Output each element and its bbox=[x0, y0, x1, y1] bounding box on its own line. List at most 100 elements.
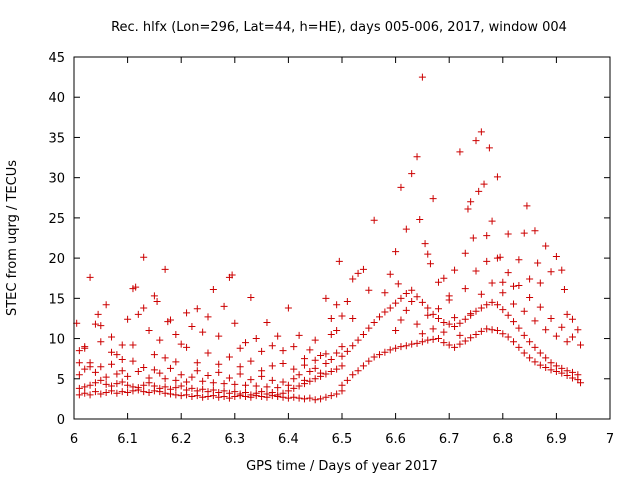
data-point bbox=[134, 368, 142, 376]
data-point bbox=[464, 205, 472, 213]
data-point bbox=[424, 304, 432, 312]
data-point bbox=[108, 360, 116, 368]
data-point bbox=[349, 275, 357, 283]
data-point bbox=[480, 180, 488, 188]
data-point bbox=[523, 202, 531, 210]
data-point bbox=[215, 360, 223, 368]
data-point bbox=[177, 340, 185, 348]
data-point bbox=[166, 316, 174, 324]
data-point bbox=[333, 365, 341, 373]
data-point bbox=[209, 386, 217, 394]
data-point bbox=[477, 290, 485, 298]
data-point bbox=[193, 367, 201, 375]
data-point bbox=[504, 311, 512, 319]
data-point bbox=[376, 313, 384, 321]
data-point bbox=[118, 367, 126, 375]
data-point bbox=[434, 335, 442, 343]
data-point bbox=[295, 371, 303, 379]
data-point bbox=[451, 314, 459, 322]
data-point bbox=[327, 368, 335, 376]
data-point bbox=[172, 376, 180, 384]
data-point bbox=[333, 327, 341, 335]
data-point bbox=[456, 319, 464, 327]
data-point bbox=[413, 339, 421, 347]
data-point bbox=[343, 376, 351, 384]
data-point bbox=[209, 285, 217, 293]
data-point bbox=[129, 357, 137, 365]
y-tick-label: 10 bbox=[48, 333, 65, 348]
data-point bbox=[204, 372, 212, 380]
data-point bbox=[81, 389, 89, 397]
data-point bbox=[86, 363, 94, 371]
data-point bbox=[274, 391, 282, 399]
data-point bbox=[118, 341, 126, 349]
data-point bbox=[381, 308, 389, 316]
data-point bbox=[445, 341, 453, 349]
data-point bbox=[392, 248, 400, 256]
data-point bbox=[418, 298, 426, 306]
data-point bbox=[172, 391, 180, 399]
data-point bbox=[568, 315, 576, 323]
data-point bbox=[145, 388, 153, 396]
data-point bbox=[132, 283, 140, 291]
data-point bbox=[161, 354, 169, 362]
data-point bbox=[333, 301, 341, 309]
data-point bbox=[311, 336, 319, 344]
y-tick-label: 25 bbox=[48, 212, 65, 227]
data-point bbox=[118, 388, 126, 396]
data-point bbox=[161, 383, 169, 391]
data-point bbox=[338, 362, 346, 370]
data-point bbox=[445, 320, 453, 328]
data-point bbox=[392, 344, 400, 352]
data-point bbox=[499, 330, 507, 338]
data-point bbox=[166, 385, 174, 393]
x-tick-label: 6.6 bbox=[385, 432, 406, 447]
data-point bbox=[306, 368, 314, 376]
data-point bbox=[397, 183, 405, 191]
data-point bbox=[499, 306, 507, 314]
data-point bbox=[488, 298, 496, 306]
data-point bbox=[483, 232, 491, 240]
data-point bbox=[488, 217, 496, 225]
data-point bbox=[429, 325, 437, 333]
data-point bbox=[520, 229, 528, 237]
data-point bbox=[421, 240, 429, 248]
data-point bbox=[349, 342, 357, 350]
data-point bbox=[268, 362, 276, 370]
data-point bbox=[531, 227, 539, 235]
data-point bbox=[408, 170, 416, 178]
data-point bbox=[408, 286, 416, 294]
data-point bbox=[209, 379, 217, 387]
data-point bbox=[91, 379, 99, 387]
data-point bbox=[322, 294, 330, 302]
data-point bbox=[426, 260, 434, 268]
y-tick-label: 35 bbox=[48, 131, 65, 146]
data-point bbox=[413, 320, 421, 328]
data-point bbox=[306, 377, 314, 385]
data-point bbox=[560, 285, 568, 293]
data-point bbox=[413, 153, 421, 161]
data-point bbox=[488, 279, 496, 287]
data-point bbox=[134, 384, 142, 392]
data-point bbox=[338, 381, 346, 389]
data-point bbox=[97, 390, 105, 398]
data-point bbox=[268, 388, 276, 396]
data-point bbox=[177, 382, 185, 390]
data-point bbox=[510, 282, 518, 290]
data-point bbox=[445, 296, 453, 304]
data-point bbox=[75, 359, 83, 367]
data-point bbox=[311, 396, 319, 404]
data-point bbox=[124, 381, 132, 389]
data-point bbox=[236, 370, 244, 378]
data-point bbox=[434, 305, 442, 313]
data-point bbox=[467, 198, 475, 206]
data-point bbox=[242, 381, 250, 389]
data-point bbox=[531, 358, 539, 366]
data-point bbox=[493, 301, 501, 309]
data-point bbox=[531, 317, 539, 325]
data-point bbox=[469, 234, 477, 242]
data-point bbox=[386, 270, 394, 278]
x-tick-label: 7 bbox=[606, 432, 614, 447]
data-point bbox=[311, 364, 319, 372]
data-point bbox=[461, 337, 469, 345]
